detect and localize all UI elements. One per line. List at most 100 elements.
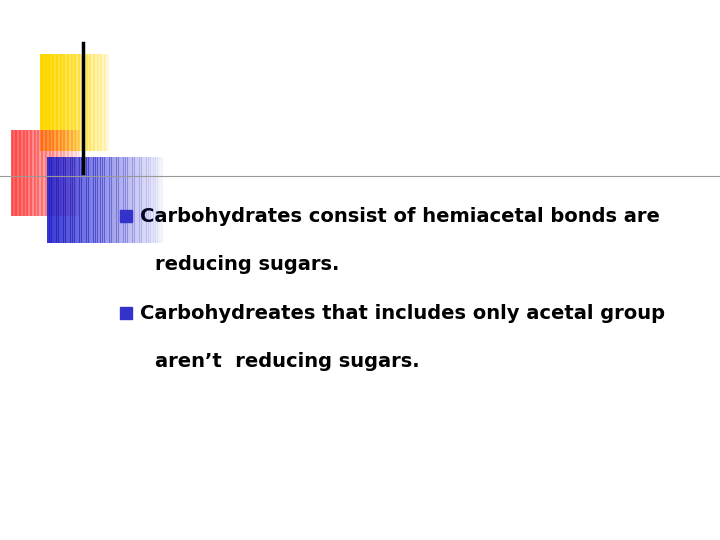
Bar — [52, 130, 54, 216]
Bar — [49, 130, 51, 216]
Bar — [88, 54, 89, 151]
Bar — [100, 54, 102, 151]
Bar — [52, 54, 54, 151]
Bar — [79, 54, 81, 151]
Bar — [97, 54, 99, 151]
Bar — [86, 157, 89, 243]
Bar — [37, 130, 39, 216]
Bar — [86, 54, 89, 151]
Bar — [46, 54, 48, 151]
Bar — [47, 157, 50, 243]
Bar — [68, 130, 71, 216]
Bar — [66, 54, 68, 151]
Bar — [40, 130, 42, 216]
Bar — [68, 157, 71, 243]
Bar — [77, 157, 80, 243]
Bar — [155, 157, 158, 243]
Bar — [73, 130, 76, 216]
Bar — [60, 130, 62, 216]
Bar — [94, 54, 96, 151]
Bar — [49, 157, 52, 243]
Text: aren’t  reducing sugars.: aren’t reducing sugars. — [155, 352, 420, 372]
Bar — [118, 157, 121, 243]
Bar — [139, 157, 142, 243]
Bar — [42, 54, 45, 151]
Bar — [89, 54, 91, 151]
Bar — [104, 157, 107, 243]
Bar — [137, 157, 140, 243]
Bar — [130, 157, 132, 243]
Bar — [102, 157, 105, 243]
Bar — [14, 130, 16, 216]
Bar — [59, 130, 60, 216]
Bar — [70, 54, 72, 151]
Bar — [51, 157, 55, 243]
Bar — [95, 157, 98, 243]
Bar — [78, 54, 80, 151]
Bar — [102, 54, 104, 151]
Text: Carbohydreates that includes only acetal group: Carbohydreates that includes only acetal… — [140, 303, 665, 323]
Bar — [19, 130, 21, 216]
Bar — [48, 54, 50, 151]
Bar — [81, 157, 84, 243]
Bar — [50, 130, 53, 216]
Bar — [72, 157, 75, 243]
Bar — [44, 54, 46, 151]
Bar — [42, 130, 45, 216]
Bar — [125, 157, 128, 243]
Bar — [79, 157, 82, 243]
Bar — [99, 54, 101, 151]
Bar — [41, 130, 43, 216]
Bar — [148, 157, 151, 243]
Bar — [56, 54, 58, 151]
Bar — [53, 130, 55, 216]
Bar — [45, 130, 47, 216]
Bar — [63, 54, 65, 151]
Bar — [22, 130, 24, 216]
Bar — [112, 157, 114, 243]
Text: reducing sugars.: reducing sugars. — [155, 255, 339, 274]
Bar — [44, 130, 46, 216]
Bar — [58, 54, 60, 151]
Bar — [73, 54, 75, 151]
Bar — [61, 130, 63, 216]
Bar — [114, 157, 117, 243]
Bar — [84, 157, 86, 243]
Bar — [64, 54, 66, 151]
Bar — [45, 54, 48, 151]
Bar — [58, 130, 60, 216]
Bar — [61, 54, 63, 151]
Bar — [84, 54, 86, 151]
Bar — [85, 54, 87, 151]
Bar — [46, 130, 48, 216]
Bar — [105, 54, 107, 151]
Bar — [49, 54, 51, 151]
Bar — [72, 130, 74, 216]
Bar — [93, 157, 96, 243]
Bar — [58, 157, 61, 243]
Bar — [54, 157, 57, 243]
Bar — [24, 130, 27, 216]
Bar — [67, 54, 69, 151]
Bar — [60, 54, 62, 151]
Bar — [150, 157, 153, 243]
Bar — [141, 157, 144, 243]
Bar — [75, 54, 77, 151]
Bar — [68, 54, 71, 151]
Bar — [82, 54, 84, 151]
Text: Carbohydrates consist of hemiacetal bonds are: Carbohydrates consist of hemiacetal bond… — [140, 206, 660, 226]
Bar — [55, 130, 57, 216]
Bar — [74, 157, 78, 243]
Bar — [34, 130, 36, 216]
Bar — [12, 130, 14, 216]
Bar — [66, 157, 68, 243]
Bar — [109, 157, 112, 243]
Bar — [53, 54, 55, 151]
Bar — [135, 157, 138, 243]
Bar — [107, 157, 109, 243]
Bar — [160, 157, 163, 243]
Bar — [127, 157, 130, 243]
Bar — [48, 130, 50, 216]
Bar — [60, 157, 63, 243]
Bar — [123, 157, 126, 243]
